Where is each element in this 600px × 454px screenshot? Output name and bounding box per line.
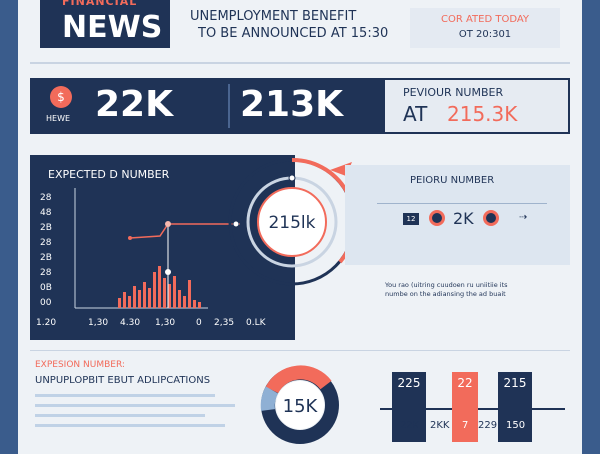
x-label: 0.LK [246,318,267,328]
summary-figure: 22K [95,84,173,125]
previous-box: PEVIOUR NUMBER AT 215.3K [385,80,568,132]
previous-value: 215.3K [447,102,518,126]
x-label: 4.30 [120,318,140,328]
brand-title: NEWS [62,10,163,45]
y-label: 28 [40,268,52,278]
trend-line [129,223,240,239]
text-line [35,414,205,417]
previous-panel: PEIORU NUMBER 12 2K ⇢ You rao (uitring c… [345,165,570,335]
y-label: 2B [40,253,52,263]
divider [228,84,230,128]
y-label: 0B [40,283,52,293]
updated-line: OT 20:301 [458,29,512,40]
headline-line: UNEMPLOYMENT BENEFIT [190,9,357,24]
text-line [35,424,225,427]
icon-dot [429,210,445,226]
note-area [345,265,570,335]
y-label: 28 [40,238,52,248]
y-label: 28 [40,193,52,203]
marker [165,221,171,227]
expected-title: EXPECTED D NUMBER [48,168,170,181]
tag-label: 2KK [430,420,450,431]
donut-hole [276,381,324,429]
previous-at: AT [403,102,428,126]
donut-segment [265,365,332,394]
note-line: numbe on the adiansing the ad buait [385,290,506,298]
note-line: You rao (uitring cuudoen ru uniitiie its [385,281,508,289]
rule [377,203,547,204]
x-label: 1.20 [36,318,56,328]
summary-caption: HEWE [46,114,71,123]
expected-panel [30,155,295,340]
ring-inner [257,187,327,257]
donut-value: 15K [283,396,319,417]
y-label: 00 [40,298,52,308]
donut-segment [260,386,279,411]
x-label: 0 [196,318,202,328]
ring-dot [232,220,240,228]
separator [30,350,570,351]
x-label: 1,30 [88,318,108,328]
ring-value: 215lk [268,213,315,233]
previous-label: PEVIOUR NUMBER [403,86,504,99]
tag: 215 [498,372,532,442]
marker [165,269,171,275]
icon-label: 2K [453,209,474,228]
headline: UNEMPLOYMENT BENEFIT TO BE ANNOUNCED AT … [190,8,388,42]
x-label: 1,30 [155,318,175,328]
y-label: 48 [40,208,52,218]
tag-label: 150 [506,420,526,431]
tag-label: 22K [400,420,420,431]
summary-figure: 213K [240,84,344,125]
bottom-kicker: EXPESION NUMBER: [35,360,125,370]
text-line [35,394,215,397]
previous-panel-title: PEIORU NUMBER [410,175,495,186]
tag-label: 7 [462,420,469,431]
note: You rao (uitring cuudoen ru uniitiie its… [385,281,508,299]
y-label: 2B [40,223,52,233]
updated-box: COR ATED TODAY OT 20:301 [410,8,560,48]
tag: 225 [392,372,426,442]
headline-line: TO BE ANNOUNCED AT 15:30 [198,26,389,41]
marker [128,236,132,240]
icon-arrow: ⇢ [519,212,528,223]
brand-box: FINANCIAL NEWS [40,0,170,48]
bottom-title: UNPUPLOPBIT EBUT ADLIPCATIONS [35,375,211,386]
ring-dot [288,174,296,182]
text-line [35,404,235,407]
tag: 22 [452,372,478,442]
tag-label: 229 [478,420,498,431]
icon-label: 12 [403,213,419,225]
separator [30,62,570,64]
x-label: 2,35 [214,318,234,328]
currency-icon: $ [50,86,72,108]
brand-kicker: FINANCIAL [62,0,138,8]
decorative-bars [118,266,201,308]
updated-line: COR ATED TODAY [440,14,530,25]
icon-dot [483,210,499,226]
tags-area: 225 22 215 22K 2KK 7 229 150 [380,358,565,448]
